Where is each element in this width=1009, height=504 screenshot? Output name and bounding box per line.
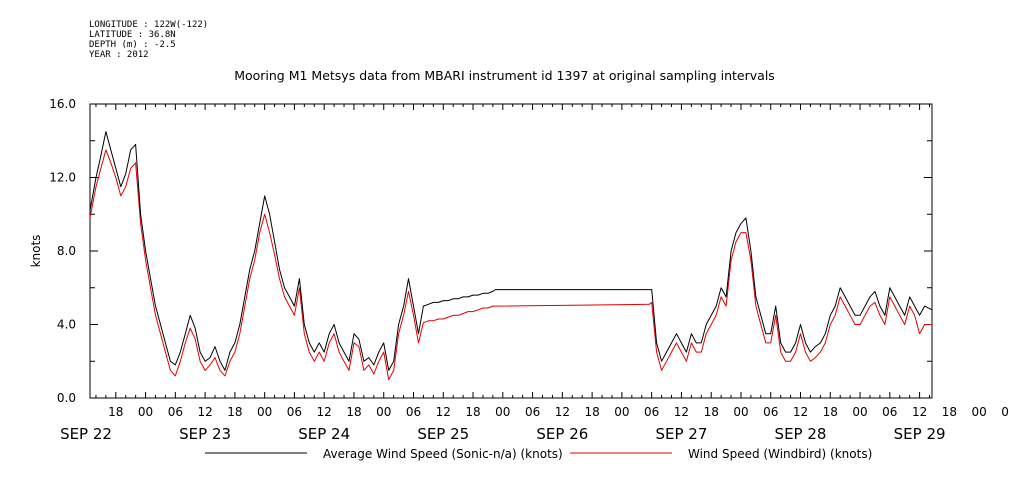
x-tick-label: 00 (376, 405, 391, 419)
x-tick-label: 18 (346, 405, 361, 419)
x-tick-label: 00 (852, 405, 867, 419)
y-tick-label: 16.0 (49, 97, 76, 111)
meta-depth: DEPTH (m) : -2.5 (89, 40, 176, 50)
x-tick-label: 06 (644, 405, 659, 419)
x-tick-label: 18 (942, 405, 957, 419)
x-tick-label: 06 (406, 405, 421, 419)
x-tick-label: 12 (555, 405, 570, 419)
plot-frame (89, 103, 933, 399)
x-tick-label: 00 (495, 405, 510, 419)
meta-year: YEAR : 2012 (89, 50, 149, 60)
x-tick-label: 06 (525, 405, 540, 419)
x-tick-label: 00 (971, 405, 986, 419)
series-line-windbird (89, 149, 932, 381)
axis-ticks (90, 103, 932, 399)
meta-latitude: LATITUDE : 36.8N (89, 30, 176, 40)
x-tick-label: 12 (912, 405, 927, 419)
day-labels: SEP 22 SEP 23 SEP 24 SEP 25 SEP 26 SEP 27 SEP … (60, 425, 945, 443)
x-tick-label: 12 (674, 405, 689, 419)
x-tick-label: 00 (614, 405, 629, 419)
y-tick-label: 8.0 (57, 244, 76, 258)
legend-label-windbird: Wind Speed (Windbird) (knots) (688, 447, 872, 461)
x-tick-label: 12 (317, 405, 332, 419)
x-tick-label: 18 (704, 405, 719, 419)
x-tick-label: 06 (763, 405, 778, 419)
y-tick-label: 0.0 (57, 391, 76, 405)
x-tick-labels: 18 00 06 12 18 00 06 12 18 00 06 12 18 00 06 12 18 00 06 12… (108, 405, 1009, 419)
x-tick-label: 12 (197, 405, 212, 419)
day-label: SEP 24 (298, 425, 350, 443)
metadata-block: LONGITUDE : 122W(-122) LATITUDE : 36.8N … (89, 20, 208, 60)
x-tick-label: 06 (882, 405, 897, 419)
day-label: SEP 25 (417, 425, 469, 443)
x-tick-label: 12 (436, 405, 451, 419)
x-tick-label: 18 (465, 405, 480, 419)
legend: Average Wind Speed (Sonic-n/a) (knots) W… (205, 447, 872, 461)
day-label: SEP 28 (775, 425, 827, 443)
series-line-sonic (89, 131, 933, 371)
x-tick-label: 06 (1001, 405, 1009, 419)
meta-longitude: LONGITUDE : 122W(-122) (89, 20, 209, 30)
day-label: SEP 29 (894, 425, 946, 443)
x-tick-label: 18 (584, 405, 599, 419)
x-tick-label: 12 (793, 405, 808, 419)
day-label: SEP 27 (655, 425, 707, 443)
legend-label-sonic: Average Wind Speed (Sonic-n/a) (knots) (323, 447, 563, 461)
x-tick-label: 18 (227, 405, 242, 419)
x-tick-label: 06 (168, 405, 183, 419)
x-tick-label: 00 (733, 405, 748, 419)
day-label: SEP 22 (60, 425, 112, 443)
x-tick-label: 00 (257, 405, 272, 419)
day-label: SEP 23 (179, 425, 231, 443)
y-tick-label: 12.0 (49, 171, 76, 185)
y-tick-labels: 0.0 4.0 8.0 12.0 16.0 (49, 97, 76, 405)
x-tick-label: 00 (138, 405, 153, 419)
x-tick-label: 06 (287, 405, 302, 419)
chart-title: Mooring M1 Metsys data from MBARI instru… (234, 68, 775, 83)
x-tick-label: 18 (823, 405, 838, 419)
series-group (89, 131, 933, 381)
y-tick-label: 4.0 (57, 318, 76, 332)
day-label: SEP 26 (536, 425, 588, 443)
y-axis-label: knots (29, 235, 43, 268)
x-tick-label: 18 (108, 405, 123, 419)
